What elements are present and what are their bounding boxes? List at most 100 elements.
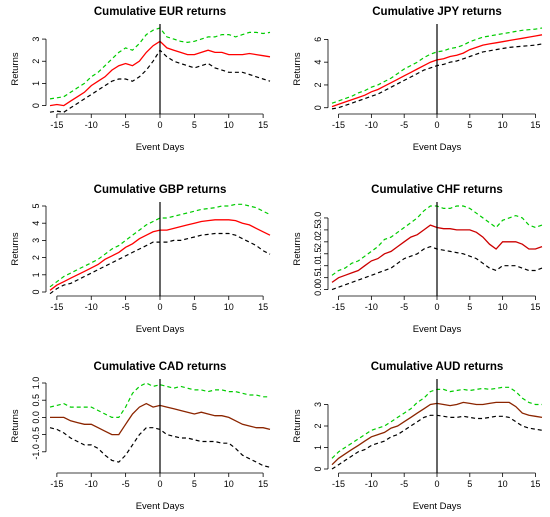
x-tick-label: 5 bbox=[192, 479, 197, 489]
y-tick-label: 5 bbox=[31, 203, 41, 208]
x-tick-label: 5 bbox=[467, 479, 472, 489]
x-tick-label: -15 bbox=[332, 120, 345, 130]
y-tick-label: 0 bbox=[31, 103, 41, 108]
chart-panel-6: Cumulative AUD returns -15 -10 -5 0 5 10 15 0 1 2 3… bbox=[292, 361, 543, 512]
x-tick-label: 0 bbox=[157, 479, 162, 489]
chart-title: Cumulative EUR returns bbox=[94, 6, 226, 18]
x-tick-label: 10 bbox=[224, 302, 234, 312]
x-tick-label: -15 bbox=[50, 479, 63, 489]
y-tick-label: 2 bbox=[313, 82, 323, 87]
x-tick-label: -10 bbox=[365, 479, 378, 489]
x-tick-label: -5 bbox=[400, 302, 408, 312]
series-line-1 bbox=[49, 203, 271, 288]
y-tick-label: 1.0 bbox=[313, 259, 323, 272]
y-tick-label: 0.5 bbox=[31, 394, 41, 407]
chart-title: Cumulative GBP returns bbox=[94, 184, 227, 196]
x-tick-label: -5 bbox=[400, 120, 408, 130]
x-tick-label: -10 bbox=[85, 120, 98, 130]
y-axis-label: Returns bbox=[292, 409, 303, 443]
x-tick-label: 15 bbox=[530, 479, 540, 489]
x-tick-label: 0 bbox=[434, 479, 439, 489]
chart-title: Cumulative CAD returns bbox=[94, 361, 227, 373]
x-tick-label: -5 bbox=[400, 479, 408, 489]
y-tick-label: 2 bbox=[31, 59, 41, 64]
y-tick-label: 0 bbox=[31, 289, 41, 294]
y-tick-label: -0.5 bbox=[31, 427, 41, 443]
y-tick-label: 1 bbox=[31, 272, 41, 277]
x-tick-label: 5 bbox=[467, 120, 472, 130]
y-axis-label: Returns bbox=[10, 409, 21, 443]
x-tick-label: 15 bbox=[530, 302, 540, 312]
x-tick-label: 5 bbox=[192, 120, 197, 130]
y-tick-label: 3.0 bbox=[313, 212, 323, 225]
x-tick-label: -10 bbox=[365, 120, 378, 130]
y-tick-label: 3 bbox=[31, 238, 41, 243]
x-tick-label: -5 bbox=[122, 302, 130, 312]
y-tick-label: 2.5 bbox=[313, 224, 323, 237]
y-tick-label: 2 bbox=[313, 423, 323, 428]
x-tick-label: 0 bbox=[434, 120, 439, 130]
chart-panel-1: Cumulative EUR returns -15 -10 -5 0 5 10 15 0 1 2 3… bbox=[10, 6, 271, 153]
y-tick-label: 6 bbox=[313, 37, 323, 42]
x-tick-label: 5 bbox=[192, 302, 197, 312]
chart-title: Cumulative CHF returns bbox=[371, 184, 503, 196]
x-tick-label: 0 bbox=[157, 302, 162, 312]
x-tick-label: -5 bbox=[122, 479, 130, 489]
y-tick-label: 0 bbox=[313, 105, 323, 110]
x-axis-label: Event Days bbox=[413, 501, 462, 512]
x-axis-label: Event Days bbox=[136, 324, 185, 335]
y-tick-label: 0.5 bbox=[313, 271, 323, 284]
chart-title: Cumulative JPY returns bbox=[372, 6, 502, 18]
x-tick-label: -15 bbox=[332, 479, 345, 489]
y-axis-label: Returns bbox=[10, 52, 21, 86]
x-tick-label: 15 bbox=[258, 479, 268, 489]
x-tick-label: -15 bbox=[332, 302, 345, 312]
x-tick-label: -15 bbox=[50, 120, 63, 130]
x-tick-label: 10 bbox=[498, 120, 508, 130]
y-tick-label: 0 bbox=[313, 466, 323, 471]
y-axis-label: Returns bbox=[292, 52, 303, 86]
chart-panel-4: Cumulative CHF returns -15 -10 -5 0 5 10 15 0.00… bbox=[292, 184, 543, 335]
series-line-1 bbox=[331, 27, 543, 104]
y-tick-label: 0.0 bbox=[31, 411, 41, 424]
x-tick-label: 0 bbox=[157, 120, 162, 130]
x-axis-label: Event Days bbox=[413, 142, 462, 153]
y-tick-label: 0.0 bbox=[313, 283, 323, 296]
y-tick-label: 1.5 bbox=[313, 248, 323, 261]
x-tick-label: 0 bbox=[434, 302, 439, 312]
chart-panel-2: Cumulative JPY returns -15 -10 -5 0 5 10 15 0 2 4 6… bbox=[292, 6, 543, 153]
y-tick-label: 2.0 bbox=[313, 236, 323, 249]
y-tick-label: 2 bbox=[31, 255, 41, 260]
y-tick-label: 1 bbox=[313, 445, 323, 450]
x-tick-label: -10 bbox=[85, 479, 98, 489]
y-tick-label: 3 bbox=[313, 402, 323, 407]
x-tick-label: 10 bbox=[498, 302, 508, 312]
x-tick-label: 5 bbox=[467, 302, 472, 312]
x-tick-label: -10 bbox=[365, 302, 378, 312]
x-tick-label: -15 bbox=[50, 302, 63, 312]
x-tick-label: 10 bbox=[224, 120, 234, 130]
y-axis-label: Returns bbox=[292, 232, 303, 266]
chart-panel-5: Cumulative CAD returns -15 -10 -5 0 5 10 15 -1.0… bbox=[10, 361, 271, 512]
chart-panel-3: Cumulative GBP returns -15 -10 -5 0 5 10 15 0 1 2 3… bbox=[10, 184, 271, 335]
x-axis-label: Event Days bbox=[413, 324, 462, 335]
y-tick-label: 3 bbox=[31, 37, 41, 42]
y-tick-label: -1.0 bbox=[31, 444, 41, 460]
y-tick-label: 1.0 bbox=[31, 377, 41, 390]
x-tick-label: -10 bbox=[85, 302, 98, 312]
x-tick-label: 15 bbox=[530, 120, 540, 130]
x-tick-label: 10 bbox=[498, 479, 508, 489]
x-tick-label: 15 bbox=[258, 302, 268, 312]
y-tick-label: 1 bbox=[31, 81, 41, 86]
y-tick-label: 4 bbox=[313, 60, 323, 65]
series-line-1 bbox=[49, 382, 270, 418]
x-tick-label: -5 bbox=[122, 120, 130, 130]
y-tick-label: 4 bbox=[31, 221, 41, 226]
x-tick-label: 15 bbox=[258, 120, 268, 130]
x-tick-label: 10 bbox=[224, 479, 234, 489]
chart-title: Cumulative AUD returns bbox=[371, 361, 504, 373]
y-axis-label: Returns bbox=[10, 232, 21, 266]
x-axis-label: Event Days bbox=[136, 501, 185, 512]
x-axis-label: Event Days bbox=[136, 142, 185, 153]
